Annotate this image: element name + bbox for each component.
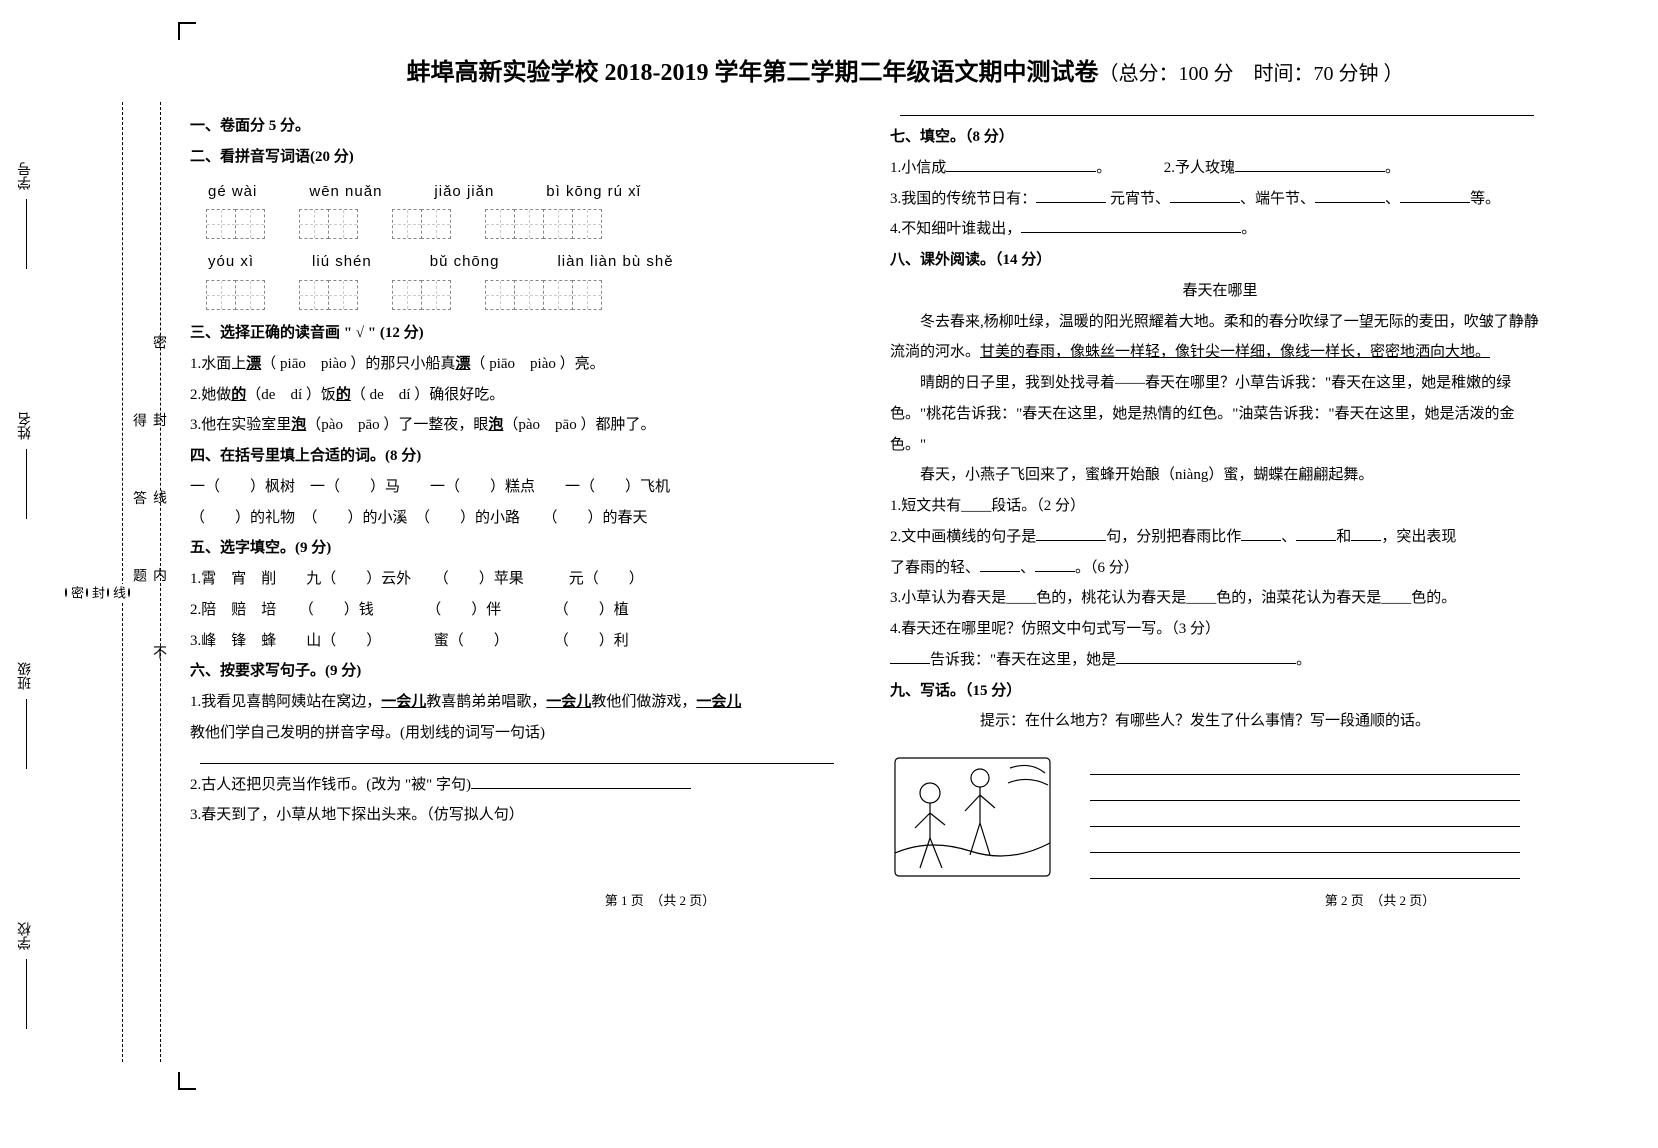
q6-2: 2.古人还把贝壳当作钱币。(改为 "被" 字句) bbox=[190, 770, 850, 801]
page: 学校 班级 姓名 学号 线 封 密 密 封 线 内 不 得 答 题 蚌埠高新实验… bbox=[60, 22, 1630, 1108]
q7-3: 3.我国的传统节日有： 元宵节、、端午节、、等。 bbox=[890, 184, 1550, 215]
q8-2b: 了春雨的轻、、。（6 分） bbox=[890, 553, 1550, 584]
exam-title: 蚌埠高新实验学校 2018-2019 学年第二学期二年级语文期中测试卷（总分：1… bbox=[190, 52, 1620, 87]
q3-3: 3.他在实验室里泡（pào pāo ）了一整夜，眼泡（pào pāo ）都肿了。 bbox=[190, 410, 850, 441]
q3-1: 1.水面上漂（ piāo piào ）的那只小船真漂（ piāo piào ）亮… bbox=[190, 349, 850, 380]
passage-p3: 春天，小燕子飞回来了，蜜蜂开始酿（niàng）蜜，蝴蝶在翩翩起舞。 bbox=[890, 460, 1550, 491]
pinyin-row-2: yóu xì liú shén bǔ chōng liàn liàn bù sh… bbox=[208, 247, 850, 278]
q7-4: 4.不知细叶谁裁出，。 bbox=[890, 214, 1550, 245]
q8-1: 1.短文共有____段话。（2 分） bbox=[890, 491, 1550, 522]
section-6: 六、按要求写句子。(9 分) bbox=[190, 656, 850, 687]
q8-3: 3.小草认为春天是____色的，桃花认为春天是____色的，油菜花认为春天是__… bbox=[890, 583, 1550, 614]
q6-3: 3.春天到了，小草从地下探出头来。（仿写拟人句） bbox=[190, 800, 850, 831]
tian-row-1 bbox=[206, 209, 850, 239]
section-2: 二、看拼音写词语(20 分) bbox=[190, 142, 850, 173]
q3-2: 2.她做的（de dí ）饭的（ de dí ）确很好吃。 bbox=[190, 380, 850, 411]
tian-row-2 bbox=[206, 280, 850, 310]
q5-3: 3.峰 锋 蜂 山（ ） 蜜（ ） （ ）利 bbox=[190, 626, 850, 657]
binding-meta: 学校 班级 姓名 学号 bbox=[6, 22, 46, 1108]
q6-1b: 教他们学自己发明的拼音字母。(用划线的词写一句话) bbox=[190, 718, 850, 749]
column-left: 一、卷面分 5 分。 二、看拼音写词语(20 分) gé wài wēn nuǎ… bbox=[190, 111, 850, 903]
section-8: 八、课外阅读。（14 分） bbox=[890, 245, 1550, 276]
q4-l2: （ ）的礼物 （ ）的小溪 （ ）的小路 （ ）的春天 bbox=[190, 503, 850, 534]
content: 蚌埠高新实验学校 2018-2019 学年第二学期二年级语文期中测试卷（总分：1… bbox=[190, 52, 1620, 903]
section-1: 一、卷面分 5 分。 bbox=[190, 111, 850, 142]
q5-2: 2.陪 赔 培 （ ）钱 （ ）伴 （ ）植 bbox=[190, 595, 850, 626]
writing-illustration bbox=[890, 743, 1060, 883]
section-4: 四、在括号里填上合适的词。(8 分) bbox=[190, 441, 850, 472]
footer-page-1: 第 1 页 （共 2 页） bbox=[340, 890, 980, 909]
answer-line bbox=[900, 115, 1534, 116]
passage-p2: 晴朗的日子里，我到处找寻着——春天在哪里？小草告诉我："春天在这里，她是稚嫩的绿… bbox=[890, 368, 1550, 460]
pinyin-row-1: gé wài wēn nuǎn jiǎo jiǎn bì kōng rú xǐ bbox=[208, 177, 850, 208]
q5-1: 1.霄 宵 削 九（ ）云外 （ ）苹果 元（ ） bbox=[190, 564, 850, 595]
q7-1: 1.小信成。 2.予人玫瑰。 bbox=[890, 153, 1550, 184]
section-3: 三、选择正确的读音画 " √ " (12 分) bbox=[190, 318, 850, 349]
column-right: 七、填空。（8 分） 1.小信成。 2.予人玫瑰。 3.我国的传统节日有： 元宵… bbox=[890, 111, 1550, 903]
q9-hint: 提示：在什么地方？有哪些人？发生了什么事情？写一段通顺的话。 bbox=[890, 706, 1550, 737]
meta-class: 班级 bbox=[16, 662, 36, 690]
passage-title: 春天在哪里 bbox=[890, 276, 1550, 307]
q8-4: 4.春天还在哪里呢？仿照文中句式写一写。（3 分） bbox=[890, 614, 1550, 645]
seal-inner: 密 封 线 内 不 得 答 题 bbox=[152, 302, 168, 722]
passage-p1: 冬去春来,杨柳吐绿，温暖的阳光照耀着大地。柔和的春分吹绿了一望无际的麦田，吹皱了… bbox=[890, 307, 1550, 369]
footer-page-2: 第 2 页 （共 2 页） bbox=[1060, 890, 1658, 909]
q4-l1: 一（ ）枫树 一（ ）马 一（ ）糕点 一（ ）飞机 bbox=[190, 472, 850, 503]
answer-line bbox=[200, 763, 834, 764]
crop-corner bbox=[178, 22, 196, 40]
q8-5: 告诉我："春天在这里，她是。 bbox=[890, 645, 1550, 676]
q8-2: 2.文中画横线的句子是句，分别把春雨比作、和，突出表现 bbox=[890, 522, 1550, 553]
q6-1: 1.我看见喜鹊阿姨站在窝边，一会儿教喜鹊弟弟唱歌，一会儿教他们做游戏，一会儿 bbox=[190, 687, 850, 718]
section-9: 九、写话。（15 分） bbox=[890, 676, 1550, 707]
section-5: 五、选字填空。(9 分) bbox=[190, 533, 850, 564]
meta-school: 学校 bbox=[16, 922, 36, 950]
section-7: 七、填空。（8 分） bbox=[890, 122, 1550, 153]
meta-name: 姓名 bbox=[16, 412, 36, 440]
crop-corner bbox=[178, 1072, 196, 1090]
writing-lines bbox=[1090, 749, 1520, 879]
meta-id: 学号 bbox=[16, 162, 36, 190]
